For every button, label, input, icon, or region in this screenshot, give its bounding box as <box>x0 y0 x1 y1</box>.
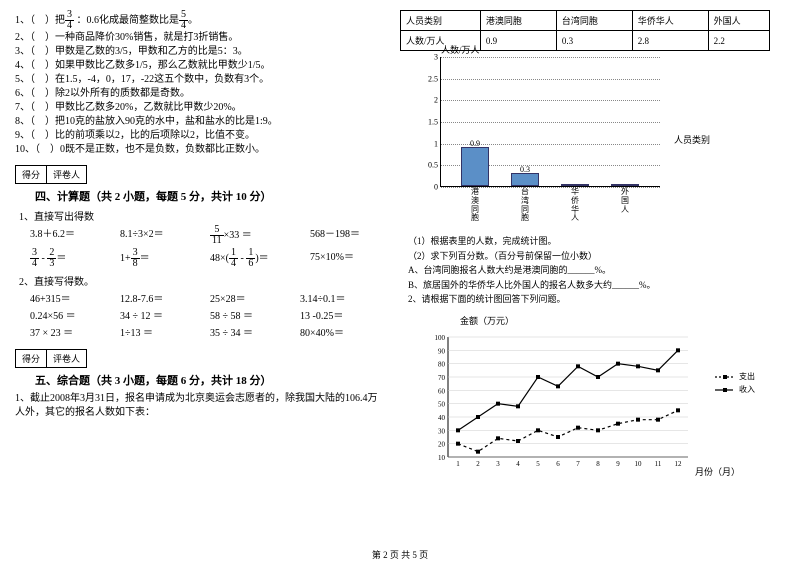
svg-text:1: 1 <box>456 460 460 468</box>
page-footer: 第 2 页 共 5 页 <box>0 548 800 561</box>
table-header: 外国人 <box>708 11 769 31</box>
table-cell: 2.2 <box>708 31 769 51</box>
svg-text:90: 90 <box>438 347 446 355</box>
judgment-item: 8、（ ）把10克的盐放入90克的水中，盐和盐水的比是1:9。 <box>15 115 385 129</box>
line-ytitle: 金额（万元） <box>460 314 770 327</box>
score-a2: 得分 <box>16 350 47 367</box>
bar-chart: 人数/万人 人员类别 00.511.522.530.9港澳同胞0.3台湾同胞华侨… <box>440 57 660 187</box>
bar: 0.9 <box>461 147 489 186</box>
table-header: 华侨华人 <box>632 11 708 31</box>
score-a: 得分 <box>16 166 47 183</box>
svg-text:70: 70 <box>438 374 446 382</box>
judgment-item: 4、（ ）如果甲数比乙数多1/5，那么乙数就比甲数少1/5。 <box>15 59 385 73</box>
question-line: 2、请根据下面的统计图回答下列问题。 <box>408 293 770 306</box>
svg-text:5: 5 <box>536 460 540 468</box>
svg-text:40: 40 <box>438 414 446 422</box>
table-header: 人员类别 <box>401 11 481 31</box>
judgment-item: 2、（ ）一种商品降价30%销售，就是打3折销售。 <box>15 31 385 45</box>
question-line: B、旅居国外的华侨华人比外国人的报名人数多大约______%。 <box>408 279 770 292</box>
judgment-item: 3、（ ）甲数是乙数的3/5，甲数和乙方的比是5：3。 <box>15 45 385 59</box>
table-header: 港澳同胞 <box>480 11 556 31</box>
svg-text:4: 4 <box>516 460 520 468</box>
svg-text:10: 10 <box>635 460 643 468</box>
judgment-item: 10、（ ）0既不是正数，也不是负数，负数都比正数小。 <box>15 143 385 157</box>
svg-text:11: 11 <box>655 460 662 468</box>
score-b2: 评卷人 <box>47 350 86 367</box>
svg-text:12: 12 <box>675 460 683 468</box>
svg-text:3: 3 <box>496 460 500 468</box>
calc-row: 34 - 23＝1+38＝48×(14 - 16)＝75×10%＝ <box>30 248 385 269</box>
svg-text:6: 6 <box>556 460 560 468</box>
judgment-item: 6、（ ）除2以外所有的质数都是奇数。 <box>15 87 385 101</box>
table-cell: 0.9 <box>480 31 556 51</box>
judgment-item: 5、（ ）在1.5，-4，0，17，-22这五个数中，负数有3个。 <box>15 73 385 87</box>
svg-text:60: 60 <box>438 387 446 395</box>
bar-xtitle: 人员类别 <box>674 133 710 146</box>
sec5-sub1: 1、截止2008年3月31日，报名申请成为北京奥运会志愿者的，除我国大陆的106… <box>15 392 385 420</box>
line-chart: 102030405060708090100123456789101112 支出 … <box>430 329 690 459</box>
svg-text:7: 7 <box>576 460 580 468</box>
calc-row: 46+315＝12.8-7.6＝25×28＝3.14÷0.1＝ <box>30 290 385 305</box>
svg-text:9: 9 <box>616 460 620 468</box>
table-header: 台湾同胞 <box>556 11 632 31</box>
bar: 0.3 <box>511 173 539 186</box>
legend-item: 支出 <box>715 371 755 382</box>
svg-text:20: 20 <box>438 441 446 449</box>
svg-text:2: 2 <box>476 460 480 468</box>
table-cell: 0.3 <box>556 31 632 51</box>
judgment-item: 1、（ ）把34 ：0.6化成最简整数比是54。 <box>15 10 385 31</box>
svg-text:50: 50 <box>438 401 446 409</box>
question-line: A、台湾同胞报名人数大约是港澳同胞的______%。 <box>408 264 770 277</box>
svg-text:8: 8 <box>596 460 600 468</box>
svg-text:30: 30 <box>438 427 446 435</box>
svg-text:10: 10 <box>438 454 446 462</box>
score-b: 评卷人 <box>47 166 86 183</box>
judgment-item: 7、（ ）甲数比乙数多20%，乙数就比甲数少20%。 <box>15 101 385 115</box>
svg-text:80: 80 <box>438 361 446 369</box>
table-cell: 2.8 <box>632 31 708 51</box>
judgment-item: 9、（ ）比的前项乘以2，比的后项除以2，比值不变。 <box>15 129 385 143</box>
calc-row: 0.24×56 ＝34 ÷ 12 ＝58 ÷ 58 ＝13 -0.25＝ <box>30 307 385 322</box>
sec5-title: 五、综合题（共 3 小题，每题 6 分，共计 18 分） <box>35 372 385 388</box>
sec4-sub1: 1、直接写出得数 <box>19 208 385 223</box>
bar-ytitle: 人数/万人 <box>441 43 480 56</box>
question-line: （2）求下列百分数。（百分号前保留一位小数） <box>408 250 770 263</box>
legend-item: 收入 <box>715 384 755 395</box>
sec4-title: 四、计算题（共 2 小题，每题 5 分，共计 10 分） <box>35 188 385 204</box>
svg-text:100: 100 <box>435 334 446 342</box>
calc-row: 3.8＋6.2＝8.1÷3×2＝511×33 ＝568－198＝ <box>30 225 385 246</box>
calc2-title: 2、直接写得数。 <box>19 273 385 288</box>
question-line: （1）根据表里的人数，完成统计图。 <box>408 235 770 248</box>
calc-row: 37 × 23 ＝1÷13 ＝35 ÷ 34 ＝80×40%＝ <box>30 324 385 339</box>
